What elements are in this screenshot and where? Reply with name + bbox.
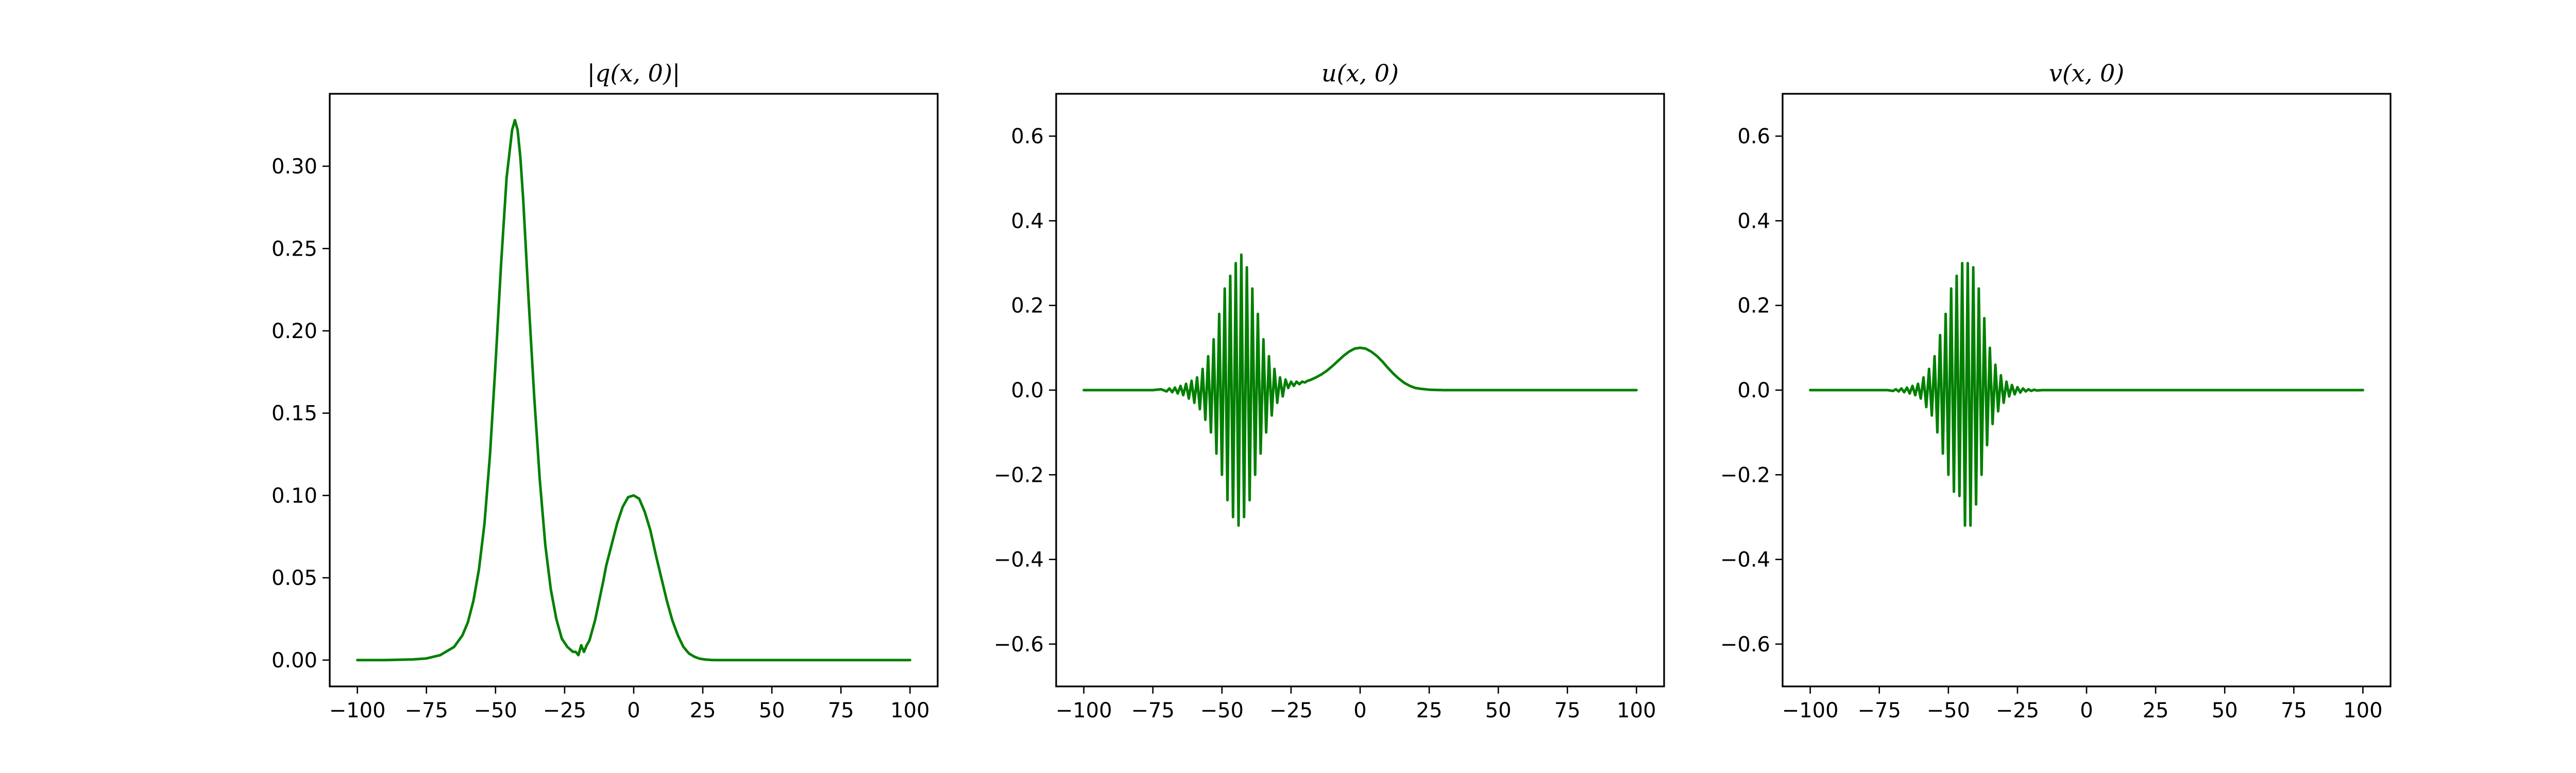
x-tick-label: 100 xyxy=(2343,699,2382,722)
y-tick-label: 0.05 xyxy=(272,566,317,590)
x-tick-label: −25 xyxy=(1269,699,1313,722)
y-tick-label: −0.4 xyxy=(1720,548,1770,572)
y-tick-label: −0.6 xyxy=(994,633,1044,657)
x-tick-label: 75 xyxy=(1554,699,1581,722)
x-tick-label: −25 xyxy=(1996,699,2039,722)
x-tick-label: 50 xyxy=(2212,699,2238,722)
subplot-2: −100 −75 −50 −25 0 25 50 75 100 −0.6 −0.4 −0.2 0.0 0.… xyxy=(994,59,1665,722)
y-tick-label: 0.15 xyxy=(272,402,317,426)
x-tick-label: −50 xyxy=(1200,699,1244,722)
x-tick-label: −100 xyxy=(1782,699,1839,722)
y-tick-label: 0.25 xyxy=(272,237,317,261)
series-line-1 xyxy=(356,119,911,662)
x-tick-label: 25 xyxy=(690,699,716,722)
x-tick-label: −75 xyxy=(1858,699,1901,722)
x-tick-label: 25 xyxy=(2143,699,2169,722)
x-tick-label: −75 xyxy=(1131,699,1175,722)
y-tick-label: 0.4 xyxy=(1011,209,1044,233)
y-tick-label: −0.2 xyxy=(1720,463,1770,487)
x-tick-label: −50 xyxy=(1927,699,1970,722)
y-tick-label: 0.20 xyxy=(272,320,317,343)
x-tick-label: −75 xyxy=(405,699,448,722)
y-tick-label: 0.4 xyxy=(1737,209,1770,233)
series-line-1 xyxy=(1082,253,1638,527)
y-tick-label: 0.6 xyxy=(1737,125,1770,148)
axes-frame xyxy=(329,93,939,687)
chart-title: u(x, 0) xyxy=(1321,59,1399,87)
x-tick-label: 75 xyxy=(2281,699,2307,722)
y-tick-label: 0.10 xyxy=(272,484,317,508)
x-tick-label: 100 xyxy=(1617,699,1656,722)
x-tick-label: 0 xyxy=(1353,699,1366,722)
x-tick-label: 50 xyxy=(1485,699,1512,722)
x-tick-label: −100 xyxy=(1056,699,1112,722)
chart-title: v(x, 0) xyxy=(2049,59,2124,87)
y-tick-label: 0.2 xyxy=(1737,294,1770,318)
y-tick-label: 0.6 xyxy=(1011,125,1044,148)
subplot-3: −100 −75 −50 −25 0 25 50 75 100 −0.6 −0.4 −0.2 0.0 0.… xyxy=(1720,59,2392,722)
y-tick-label: 0.30 xyxy=(272,155,317,179)
x-tick-label: 25 xyxy=(1416,699,1443,722)
x-tick-label: 0 xyxy=(2080,699,2093,722)
x-tick-label: −25 xyxy=(543,699,586,722)
x-tick-label: 50 xyxy=(759,699,785,722)
x-tick-label: −100 xyxy=(329,699,386,722)
y-tick-label: −0.6 xyxy=(1720,633,1770,657)
chart-title: |q(x, 0)| xyxy=(587,59,681,87)
y-tick-label: 0.0 xyxy=(1011,379,1044,402)
y-tick-label: −0.4 xyxy=(994,548,1044,572)
y-tick-label: 0.00 xyxy=(272,649,317,673)
subplot-1: −100 −75 −50 −25 0 25 50 75 100 0.00 0.05 0.10 0.15 0… xyxy=(272,59,939,722)
y-tick-label: 0.0 xyxy=(1737,379,1770,402)
x-tick-label: 100 xyxy=(890,699,929,722)
x-tick-label: 0 xyxy=(627,699,640,722)
y-tick-label: −0.2 xyxy=(994,463,1044,487)
x-tick-label: 75 xyxy=(828,699,854,722)
x-tick-label: −50 xyxy=(474,699,517,722)
series-line-1 xyxy=(1809,262,2364,527)
y-tick-label: 0.2 xyxy=(1011,294,1044,318)
